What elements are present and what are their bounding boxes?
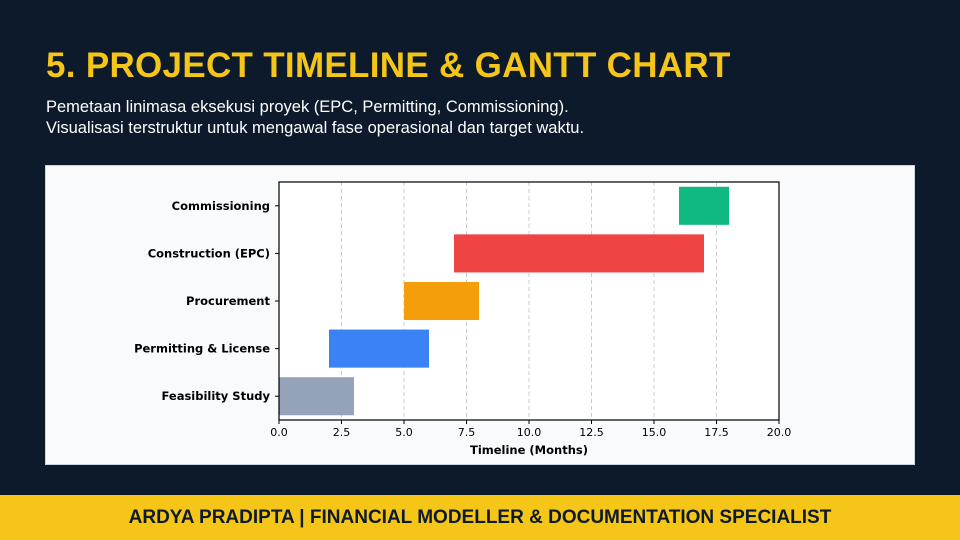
x-tick-label: 15.0	[642, 426, 667, 439]
x-tick-label: 2.5	[333, 426, 351, 439]
x-tick-label: 7.5	[458, 426, 476, 439]
x-tick-label: 10.0	[517, 426, 542, 439]
y-tick-label: Feasibility Study	[162, 389, 271, 403]
x-tick-label: 20.0	[767, 426, 792, 439]
x-tick-label: 0.0	[270, 426, 288, 439]
footer-text: ARDYA PRADIPTA | FINANCIAL MODELLER & DO…	[128, 506, 832, 528]
page-subtitle: Pemetaan linimasa eksekusi proyek (EPC, …	[46, 97, 584, 139]
x-tick-label: 12.5	[579, 426, 604, 439]
gantt-chart-panel: Feasibility Study Permitting & License Pro…	[45, 165, 915, 465]
x-axis-label: Timeline (Months)	[470, 443, 588, 457]
x-tick-label: 17.5	[704, 426, 729, 439]
bar-feasibility-study	[279, 377, 354, 416]
bar-permitting-license	[329, 329, 429, 368]
x-tick-label: 5.0	[395, 426, 413, 439]
footer-bar: ARDYA PRADIPTA | FINANCIAL MODELLER & DO…	[0, 495, 960, 540]
subtitle-line-2: Visualisasi terstruktur untuk mengawal f…	[46, 119, 585, 137]
page-title: 5. PROJECT TIMELINE & GANTT CHART	[46, 46, 731, 85]
bar-commissioning	[679, 186, 729, 225]
y-tick-label: Permitting & License	[134, 342, 270, 356]
gantt-chart: Feasibility Study Permitting & License Pro…	[134, 181, 792, 457]
y-tick-label: Construction (EPC)	[148, 246, 270, 260]
y-tick-label: Procurement	[186, 294, 270, 308]
subtitle-line-1: Pemetaan linimasa eksekusi proyek (EPC, …	[46, 98, 569, 116]
y-tick-label: Commissioning	[172, 199, 270, 213]
plot-frame	[278, 181, 780, 421]
bar-procurement	[404, 281, 479, 321]
bar-construction-epc	[454, 234, 704, 273]
